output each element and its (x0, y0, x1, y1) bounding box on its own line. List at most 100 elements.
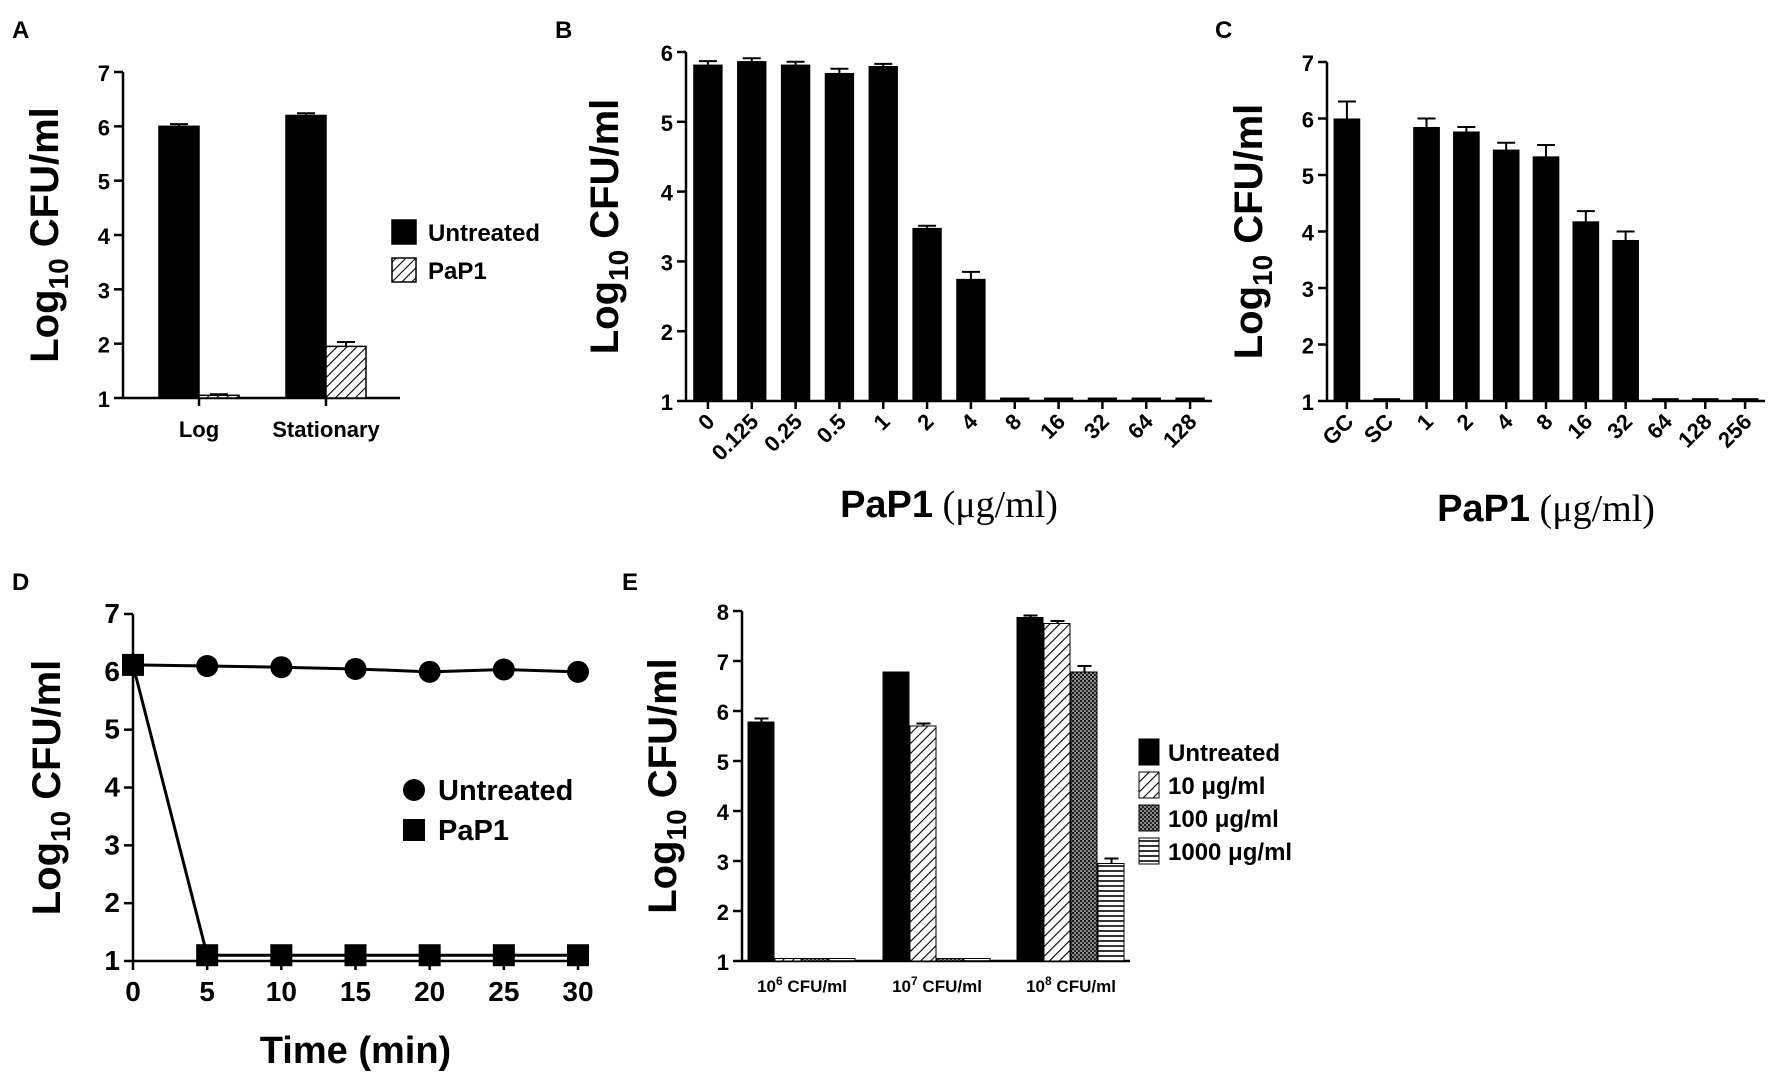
bar (1043, 397, 1074, 401)
x-tick-label: 2 (912, 409, 938, 435)
y-tick-label: 1 (98, 387, 110, 412)
bar-series-1 (774, 958, 802, 962)
bar (693, 64, 723, 402)
bar (1691, 398, 1719, 401)
x-tick-label: 128 (1158, 409, 1202, 453)
y-tick-label: 4 (1302, 221, 1315, 246)
x-tick-label: 0.5 (812, 409, 851, 448)
y-tick-label: 3 (1302, 277, 1314, 302)
bar-untreated (158, 125, 200, 399)
x-tick-label: GC (1317, 409, 1358, 450)
bar-series-3 (963, 958, 991, 962)
legend-label: Untreated (438, 775, 573, 807)
bar (824, 72, 855, 401)
y-tick-label: 4 (717, 800, 730, 825)
x-tick-label: 0.25 (759, 409, 807, 457)
x-axis-label: PaP1 (μg/ml) (1437, 488, 1655, 530)
legend-label: Untreated (1168, 740, 1280, 767)
bar (1000, 397, 1030, 401)
y-tick-label: 6 (717, 700, 729, 725)
x-tick-label: 106 CFU/ml (757, 974, 847, 996)
x-tick-label: 0.125 (707, 409, 764, 466)
bar-series-2 (936, 958, 964, 962)
y-tick-label: 5 (98, 170, 110, 195)
x-tick-label: SC (1359, 409, 1398, 448)
x-tick-label: 32 (1602, 409, 1637, 444)
x-tick-label: 256 (1713, 409, 1757, 453)
legend-swatch (1138, 804, 1160, 832)
panel-label-b: B (555, 17, 572, 44)
bar-series-2 (1070, 671, 1098, 962)
bar (1373, 398, 1401, 401)
y-tick-label: 7 (1302, 51, 1314, 76)
x-tick-label: 1 (868, 409, 894, 435)
y-tick-label: 7 (104, 598, 120, 629)
y-tick-label: 6 (104, 656, 120, 687)
y-tick-label: 4 (98, 224, 111, 249)
x-tick-label: 1 (1412, 409, 1438, 435)
panel-label-c: C (1215, 17, 1232, 44)
x-tick-label: 16 (1035, 409, 1070, 444)
y-tick-label: 7 (98, 61, 110, 86)
y-tick-label: 2 (1302, 334, 1314, 359)
panel-label-e: E (622, 569, 638, 596)
point-untreated (492, 658, 515, 681)
legend-swatch (391, 219, 417, 245)
bar (1087, 397, 1118, 401)
bar (1333, 118, 1361, 401)
y-tick-label: 6 (661, 41, 673, 66)
x-tick-label: 15 (340, 976, 371, 1007)
x-tick-label: 8 (1000, 409, 1026, 435)
y-tick-label: 3 (717, 850, 729, 875)
point-untreated (418, 660, 441, 683)
y-tick-label: 7 (717, 650, 729, 675)
panel-label-a: A (12, 17, 29, 44)
bar-untreated (285, 114, 327, 399)
point-pap1 (567, 944, 589, 967)
x-tick-label: 8 (1531, 409, 1557, 435)
point-untreated (567, 660, 589, 683)
legend-marker (403, 819, 425, 841)
y-tick-label: 2 (717, 900, 729, 925)
panel-label-d: D (12, 569, 29, 596)
x-tick-label: 108 CFU/ml (1026, 974, 1116, 996)
legend-label: Untreated (428, 220, 540, 247)
bar (1453, 131, 1480, 401)
x-tick-label: 107 CFU/ml (892, 974, 982, 996)
x-tick-label: 10 (266, 976, 297, 1007)
bar-pap1 (325, 345, 367, 399)
bar (1572, 221, 1600, 401)
bar (737, 61, 767, 401)
x-tick-label: 0 (693, 409, 719, 435)
bar (956, 278, 986, 401)
y-tick-label: 1 (104, 945, 120, 976)
bar (1612, 239, 1639, 401)
bar (1492, 149, 1520, 401)
bar-series-2 (801, 958, 829, 962)
y-axis-label: Log10 CFU/ml (1227, 104, 1278, 360)
x-axis-label: Time (min) (260, 1030, 451, 1072)
bar-pap1 (198, 394, 240, 399)
legend-label: 100 μg/ml (1168, 806, 1279, 833)
chart-panel-d: 1 2 3 4 5 6 7 Log10 CFU/ml 0 5 10 15 20 25 30 Time (min… (25, 598, 594, 1072)
legend-label: PaP1 (428, 258, 487, 285)
point-pap1 (196, 944, 219, 967)
bar-series-3 (828, 958, 856, 962)
bar (912, 227, 942, 401)
y-tick-label: 2 (661, 320, 673, 345)
bar-series-1 (1043, 623, 1071, 962)
x-tick-label: 0 (125, 976, 141, 1007)
y-axis-label: Log10 CFU/ml (25, 660, 76, 916)
bar-series-3 (1097, 863, 1125, 962)
y-tick-label: 1 (661, 390, 673, 415)
x-tick-label: Stationary (272, 417, 380, 442)
point-pap1 (122, 653, 144, 676)
y-tick-label: 2 (104, 887, 120, 918)
bar-series-0 (747, 721, 775, 962)
y-tick-label: 1 (717, 950, 729, 975)
legend-swatch (1138, 738, 1160, 766)
bar (1731, 398, 1759, 401)
legend-swatch (391, 257, 417, 283)
